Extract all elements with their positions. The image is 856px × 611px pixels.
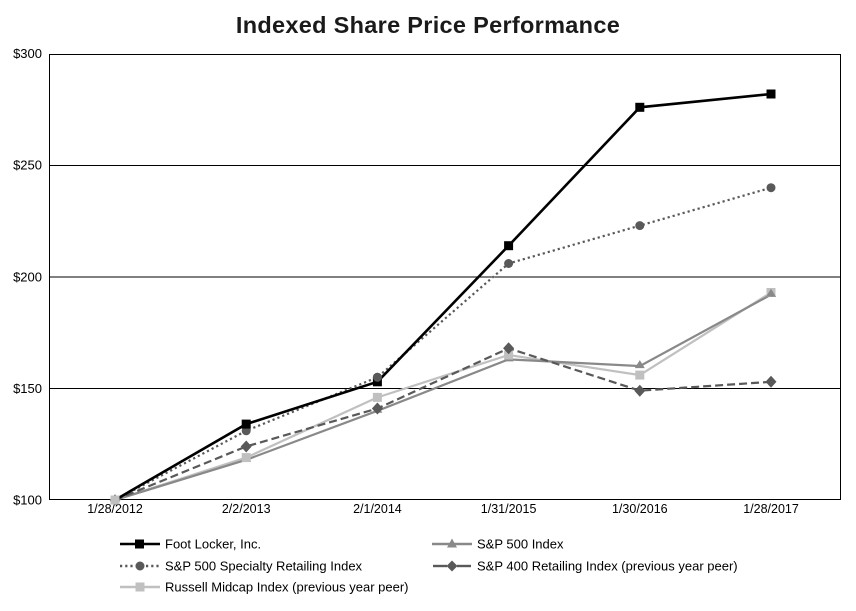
svg-text:1/30/2016: 1/30/2016 xyxy=(612,502,668,516)
svg-text:$250: $250 xyxy=(13,158,42,173)
svg-text:S&P 500 Specialty Retailing In: S&P 500 Specialty Retailing Index xyxy=(165,559,363,574)
svg-text:Foot Locker, Inc.: Foot Locker, Inc. xyxy=(165,537,261,552)
svg-text:$100: $100 xyxy=(13,493,42,508)
svg-text:2/1/2014: 2/1/2014 xyxy=(353,502,402,516)
svg-text:Russell Midcap Index (previous: Russell Midcap Index (previous year peer… xyxy=(165,580,409,595)
svg-text:$200: $200 xyxy=(13,270,42,285)
svg-text:S&P 400 Retailing Index (previ: S&P 400 Retailing Index (previous year p… xyxy=(477,559,738,574)
svg-text:$300: $300 xyxy=(13,46,42,61)
svg-text:1/31/2015: 1/31/2015 xyxy=(481,502,537,516)
svg-text:$150: $150 xyxy=(13,381,42,396)
svg-text:1/28/2017: 1/28/2017 xyxy=(743,502,799,516)
svg-text:2/2/2013: 2/2/2013 xyxy=(222,502,271,516)
svg-text:S&P 500 Index: S&P 500 Index xyxy=(477,537,564,552)
